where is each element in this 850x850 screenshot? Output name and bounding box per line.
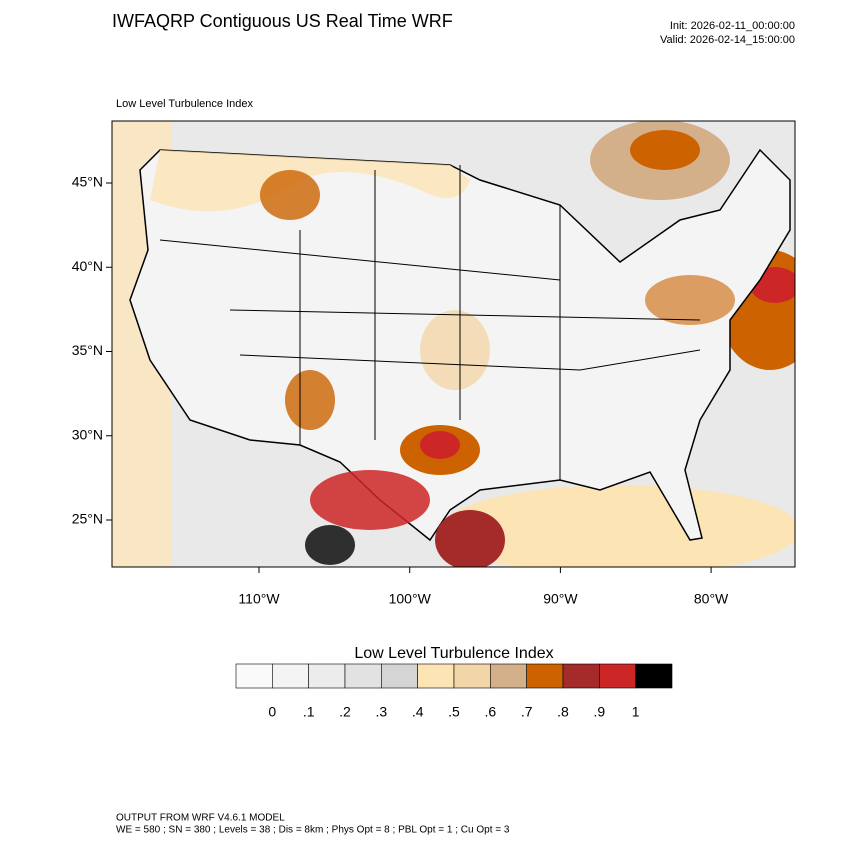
lon-labels: 110°W 100°W 90°W 80°W — [238, 567, 729, 607]
lat-labels: 45°N 40°N 35°N 30°N 25°N — [72, 174, 112, 527]
footer-line: WE = 580 ; SN = 380 ; Levels = 38 ; Dis … — [116, 825, 510, 836]
lon-label: 100°W — [389, 591, 432, 607]
colorbar-box — [490, 663, 527, 689]
lat-label: 25°N — [72, 511, 103, 527]
title: IWFAQRP Contiguous US Real Time WRF — [112, 11, 453, 31]
colorbar-label: .2 — [339, 704, 351, 720]
valid-time: Valid: 2026-02-14_15:00:00 — [660, 34, 795, 46]
lat-label: 30°N — [72, 426, 103, 442]
colorbar-label: .6 — [484, 704, 496, 720]
colorbar-label: .9 — [593, 704, 605, 720]
colorbar-box — [453, 663, 491, 689]
colorbar-box — [417, 663, 455, 689]
colorbar-label: .5 — [448, 704, 460, 720]
lat-label: 45°N — [72, 174, 103, 190]
colorbar-box — [235, 663, 273, 689]
lon-label: 110°W — [238, 591, 280, 607]
lon-label: 90°W — [543, 591, 578, 607]
colorbar-label: .8 — [557, 704, 569, 720]
colorbar-label: .7 — [521, 704, 533, 720]
colorbar-box — [599, 663, 636, 689]
colorbar-label: .1 — [303, 704, 315, 720]
colorbar-box — [381, 663, 418, 689]
colorbar-label: .4 — [412, 704, 424, 720]
colorbar-box — [344, 663, 382, 689]
colorbar-label: 1 — [632, 704, 640, 720]
colorbar-label: 0 — [268, 704, 276, 720]
lat-label: 40°N — [72, 258, 103, 274]
init-time: Init: 2026-02-11_00:00:00 — [670, 20, 795, 32]
colorbar-box — [272, 663, 309, 689]
map-title: Low Level Turbulence Index — [116, 98, 253, 110]
colorbar: 0 .1 .2 .3 .4 .5 .6 .7 .8 .9 1 — [235, 663, 673, 720]
colorbar-box — [526, 663, 564, 689]
map — [111, 120, 796, 568]
colorbar-box — [635, 663, 673, 689]
colorbar-label: .3 — [375, 704, 387, 720]
lat-label: 35°N — [72, 342, 103, 358]
colorbar-title: Low Level Turbulence Index — [354, 645, 553, 662]
colorbar-box — [308, 663, 346, 689]
colorbar-box — [562, 663, 600, 689]
footer-line: OUTPUT FROM WRF V4.6.1 MODEL — [116, 813, 285, 824]
lon-label: 80°W — [694, 591, 729, 607]
